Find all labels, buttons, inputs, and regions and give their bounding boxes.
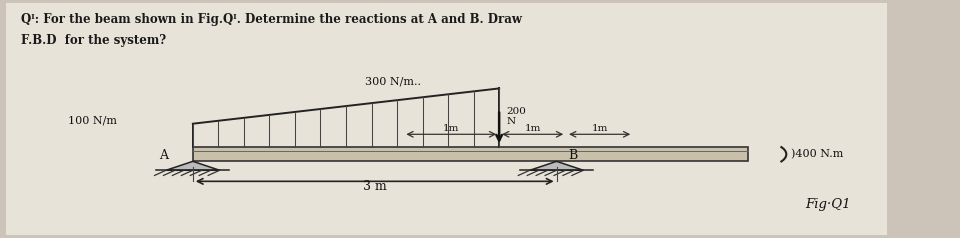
FancyBboxPatch shape bbox=[6, 3, 887, 235]
Text: 200
N: 200 N bbox=[507, 107, 527, 126]
Text: 1m: 1m bbox=[524, 124, 540, 134]
Text: 300 N/m..: 300 N/m.. bbox=[365, 76, 421, 86]
Text: 3 m: 3 m bbox=[363, 179, 387, 193]
Text: B: B bbox=[568, 149, 577, 162]
Text: 1m: 1m bbox=[591, 124, 608, 134]
Text: F.B.D  for the system?: F.B.D for the system? bbox=[20, 34, 166, 47]
Polygon shape bbox=[166, 161, 220, 170]
Text: Qᴵ: For the beam shown in Fig.Qᴵ. Determine the reactions at A and B. Draw: Qᴵ: For the beam shown in Fig.Qᴵ. Determ… bbox=[20, 13, 521, 26]
Text: Fig·Q1: Fig·Q1 bbox=[805, 198, 851, 211]
Text: 1m: 1m bbox=[444, 124, 460, 134]
Text: A: A bbox=[159, 149, 168, 162]
Polygon shape bbox=[530, 161, 584, 170]
Text: )400 N.m: )400 N.m bbox=[791, 149, 844, 159]
FancyBboxPatch shape bbox=[193, 147, 748, 161]
Text: 100 N/m: 100 N/m bbox=[68, 116, 117, 126]
